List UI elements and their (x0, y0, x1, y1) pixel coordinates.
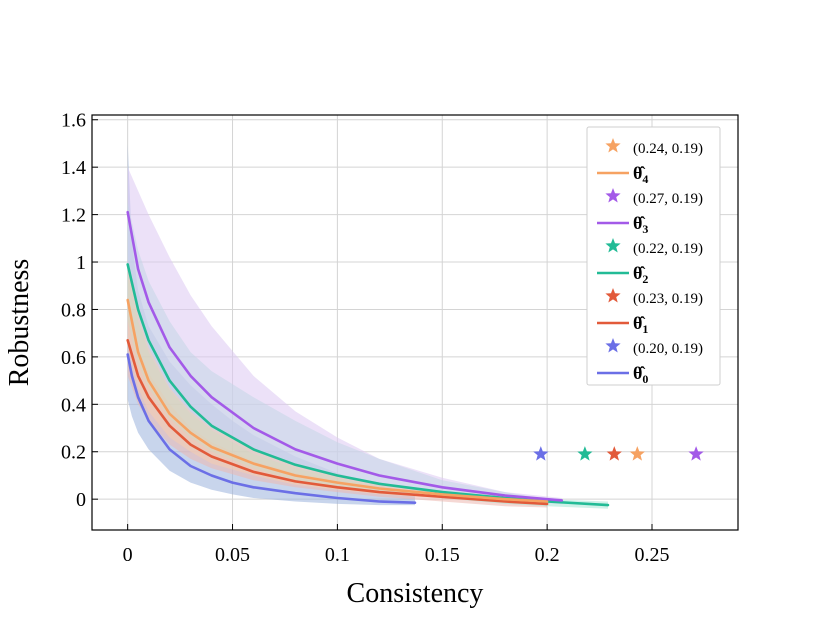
star-markers (533, 446, 704, 461)
y-tick-label: 1.2 (61, 205, 86, 227)
series-lines (126, 210, 610, 507)
y-axis-label: Robustness (4, 259, 35, 387)
legend: (0.24, 0.19)θ̂4(0.27, 0.19)θ̂3(0.22, 0.1… (586, 126, 721, 386)
x-tick-label: 0.2 (535, 544, 560, 566)
x-tick-label: 0.05 (215, 544, 250, 566)
x-tick-label: 0.15 (425, 544, 460, 566)
y-tick-label: 0.6 (61, 347, 86, 369)
series-line-4 (126, 298, 549, 503)
star-marker-4 (629, 446, 645, 461)
legend-marker-label: (0.22, 0.19) (633, 241, 703, 257)
star-marker-1 (606, 446, 622, 461)
legend-box (586, 126, 721, 386)
x-tick-label: 0.25 (635, 544, 670, 566)
confidence-bands (127, 143, 608, 509)
legend-star-2 (605, 238, 621, 253)
confidence-band-4 (127, 262, 548, 506)
legend-marker-label: (0.20, 0.19) (633, 341, 703, 357)
confidence-band-3 (127, 167, 562, 504)
y-tick-label: 0.2 (61, 442, 86, 464)
series-line-1 (126, 338, 549, 506)
legend-marker-label: (0.27, 0.19) (633, 191, 703, 207)
legend-star-0 (605, 338, 621, 353)
series-line-0 (126, 353, 417, 505)
y-tick-label: 0 (76, 489, 86, 511)
y-tick-label: 1.6 (61, 110, 86, 132)
series-line-2 (126, 263, 610, 507)
x-tick-label: 0.1 (325, 544, 350, 566)
legend-marker-label: (0.23, 0.19) (633, 291, 703, 307)
y-tick-label: 0.8 (61, 299, 86, 321)
series-line-3 (126, 210, 564, 502)
plot-frame (91, 114, 739, 531)
star-marker-3 (688, 446, 704, 461)
x-axis-label: Consistency (347, 578, 484, 609)
y-tick-label: 1.4 (61, 157, 86, 179)
y-tick-label: 0.4 (61, 394, 86, 416)
y-tick-label: 1 (76, 252, 86, 274)
star-marker-0 (533, 446, 549, 461)
x-tick-label: 0 (123, 544, 133, 566)
axis-ticks: 0 0.05 0.1 0.15 0.2 0.25 0 0.2 0.4 0.6 0.8 1 1.2 1.4 1… (61, 110, 670, 566)
legend-star-4 (605, 138, 621, 153)
legend-marker-label: (0.24, 0.19) (633, 141, 703, 157)
legend-star-3 (605, 188, 621, 203)
legend-star-1 (605, 288, 621, 303)
star-marker-2 (577, 446, 593, 461)
